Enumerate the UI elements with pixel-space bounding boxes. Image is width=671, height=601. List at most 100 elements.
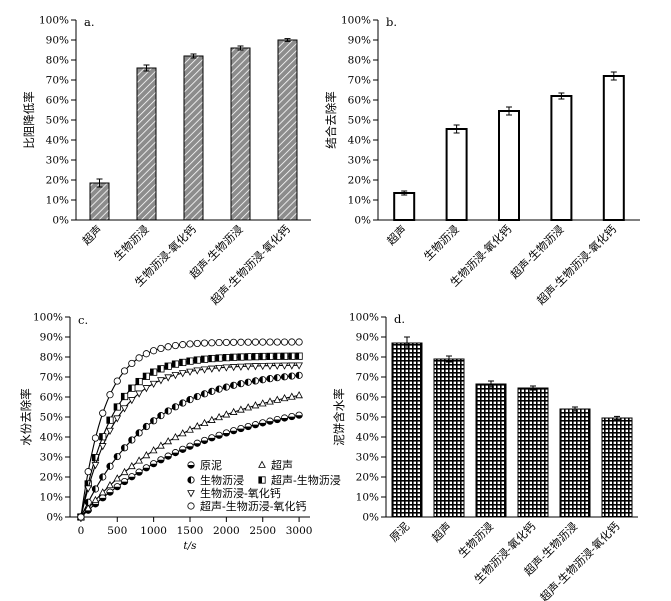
point-marker	[150, 347, 158, 355]
point-marker	[171, 372, 180, 380]
panel-b: 0% 10% 20% 30% 40% 50% 60% 70% 80% 90% 100% b. 结合去除率…	[324, 15, 640, 307]
point-shape	[179, 341, 187, 349]
point-marker	[251, 377, 260, 385]
point-fill	[157, 459, 165, 463]
point-shape	[287, 362, 296, 370]
y-tick-label: 70%	[356, 372, 379, 384]
point-marker	[99, 473, 107, 481]
point-fill	[164, 456, 172, 460]
point-marker	[251, 421, 260, 429]
point-fill	[99, 433, 103, 440]
point-marker	[84, 498, 92, 506]
y-axis-label: 水份去除率	[19, 388, 33, 446]
point-fill	[259, 422, 266, 427]
point-shape	[215, 412, 223, 421]
point-marker	[157, 377, 165, 385]
point-marker	[280, 394, 289, 402]
point-marker	[237, 380, 245, 388]
point-shape	[98, 488, 107, 496]
point-fill	[201, 390, 205, 398]
point-marker	[164, 452, 172, 460]
point-fill	[288, 372, 292, 380]
point-marker	[266, 338, 274, 346]
point-marker	[244, 338, 252, 346]
point-marker	[171, 403, 180, 411]
point-marker	[98, 443, 107, 451]
point-fill	[164, 362, 169, 370]
point-fill	[179, 449, 186, 453]
point-fill	[99, 497, 106, 502]
point-fill	[106, 416, 110, 424]
point-shape	[150, 347, 158, 355]
y-tick-label: 90%	[40, 332, 63, 344]
point-marker	[106, 416, 114, 424]
point-shape	[208, 339, 216, 347]
point-marker	[251, 401, 260, 409]
point-fill	[143, 373, 147, 380]
point-shape	[258, 399, 267, 407]
point-marker	[200, 339, 209, 347]
point-marker	[106, 462, 114, 470]
point-marker	[215, 385, 223, 393]
point-marker	[142, 451, 151, 459]
point-shape	[98, 443, 107, 451]
point-shape	[230, 338, 238, 346]
point-shape	[229, 364, 238, 372]
point-marker	[244, 422, 252, 431]
y-tick-label: 10%	[356, 492, 379, 504]
point-shape	[186, 368, 194, 376]
point-fill	[237, 353, 241, 361]
point-marker	[215, 431, 223, 439]
point-fill	[266, 375, 270, 382]
point-fill	[84, 480, 89, 488]
point-fill	[114, 486, 121, 490]
point-shape	[164, 343, 172, 351]
point-marker	[258, 399, 267, 407]
bar	[183, 55, 204, 221]
point-marker	[113, 403, 121, 411]
point-fill	[215, 354, 220, 362]
point-fill	[274, 419, 281, 423]
point-marker	[295, 338, 303, 346]
y-tick-label: 40%	[356, 432, 379, 444]
point-marker	[295, 371, 303, 379]
point-marker	[230, 338, 238, 346]
point-shape	[273, 395, 282, 403]
y-axis-label: 结合去除率	[324, 91, 338, 149]
y-tick-label: 50%	[356, 412, 379, 424]
point-marker	[244, 363, 253, 371]
point-marker	[157, 456, 165, 464]
point-marker	[200, 366, 209, 374]
x-tick-label: 2000	[213, 525, 240, 537]
point-marker	[149, 380, 158, 388]
point-shape	[222, 338, 230, 347]
point-fill	[288, 353, 292, 360]
point-marker	[230, 353, 238, 361]
point-shape	[84, 468, 92, 476]
point-marker	[84, 468, 92, 476]
point-shape	[280, 362, 289, 370]
point-marker	[135, 456, 143, 464]
point-shape	[266, 338, 274, 346]
point-fill	[99, 473, 103, 481]
point-marker	[273, 395, 282, 403]
point-marker	[186, 442, 194, 450]
point-marker	[280, 352, 289, 360]
point-marker	[113, 377, 121, 385]
point-shape	[127, 461, 136, 470]
point-fill	[92, 454, 96, 461]
point-shape	[178, 370, 187, 378]
x-category-label: 原泥	[387, 520, 412, 545]
point-shape	[295, 362, 303, 370]
point-shape	[84, 503, 93, 512]
point-marker	[164, 374, 173, 382]
point-shape	[222, 364, 231, 372]
point-marker	[237, 363, 245, 371]
point-shape	[215, 365, 223, 373]
y-tick-label: 80%	[46, 55, 69, 67]
point-fill	[201, 356, 205, 363]
y-tick-label: 60%	[356, 392, 379, 404]
point-marker	[259, 376, 267, 384]
point-shape	[222, 410, 231, 418]
